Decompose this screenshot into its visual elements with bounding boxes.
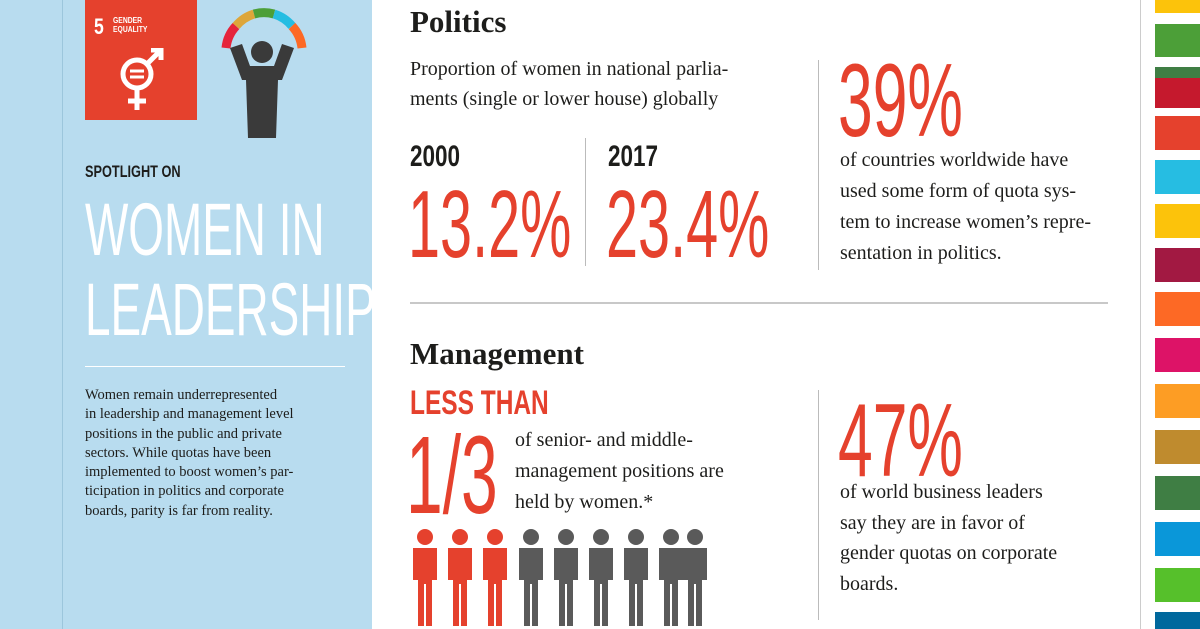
- person-icon: [624, 529, 648, 626]
- sidebar-body: Women remain underrepresented in leaders…: [85, 386, 294, 521]
- callout-value: 47%: [838, 383, 963, 499]
- section-divider: [410, 302, 1108, 304]
- description-line: Proportion of women in national parlia-: [410, 58, 729, 80]
- sdg-color-strip: [1155, 0, 1200, 629]
- text-line: of senior- and middle-: [515, 429, 693, 451]
- body-line: Women remain underrepresented: [85, 387, 278, 403]
- sdg-badge: 5 GENDER EQUALITY: [85, 0, 197, 120]
- person-icon: [554, 529, 578, 626]
- callout-value: 39%: [838, 43, 963, 159]
- callout-text: of world business leaders say they are i…: [840, 477, 1057, 599]
- badge-label-line: GENDER: [113, 16, 143, 25]
- qualifier: LESS THAN: [410, 384, 549, 422]
- title-line: WOMEN IN: [85, 188, 325, 271]
- callout-line: of world business leaders: [840, 481, 1043, 503]
- stat-value: 23.4%: [606, 171, 770, 278]
- description-line: ments (single or lower house) globally: [410, 88, 719, 110]
- callout-text: of countries worldwide have used some fo…: [840, 145, 1091, 269]
- section-heading: Politics: [410, 4, 507, 39]
- callout-divider: [818, 390, 819, 620]
- callout-line: gender quotas on corporate: [840, 542, 1058, 564]
- sdg-figure-icon: [221, 8, 307, 138]
- fraction: 1/3: [406, 414, 498, 537]
- sidebar-divider: [85, 366, 345, 367]
- management-text: of senior- and middle- management positi…: [515, 425, 724, 518]
- body-line: positions in the public and private: [85, 425, 282, 442]
- body-line: sectors. While quotas have been: [85, 444, 272, 461]
- person-icon: [659, 529, 683, 626]
- person-icon: [683, 529, 707, 626]
- text-line: management positions are: [515, 460, 724, 482]
- section-heading: Management: [410, 336, 584, 371]
- callout-line: boards.: [840, 572, 899, 595]
- person-icon: [483, 529, 507, 626]
- kicker: SPOTLIGHT ON: [85, 162, 181, 181]
- people-icons: [413, 529, 707, 626]
- gender-symbol: [120, 48, 164, 110]
- stat-divider: [585, 138, 586, 266]
- person-icon: [589, 529, 613, 626]
- callout-divider: [818, 60, 819, 270]
- person-icon: [519, 529, 543, 626]
- stat-year: 2017: [608, 140, 659, 173]
- person-icon: [413, 529, 437, 626]
- badge-label-line: EQUALITY: [113, 25, 148, 34]
- sidebar-title: WOMEN IN LEADERSHIP: [85, 190, 376, 350]
- strip-border: [1140, 0, 1141, 629]
- body-line: boards, parity is far from reality.: [85, 502, 273, 519]
- callout-line: used some form of quota sys-: [840, 180, 1077, 202]
- body-line: ticipation in politics and corporate: [85, 483, 284, 500]
- person-icon: [448, 529, 472, 626]
- callout-line: of countries worldwide have: [840, 149, 1069, 171]
- body-line: in leadership and management level: [85, 406, 294, 423]
- badge-number: 5: [94, 14, 104, 39]
- title-line: LEADERSHIP: [85, 268, 376, 351]
- callout-line: say they are in favor of: [840, 511, 1025, 534]
- stat-year: 2000: [410, 140, 461, 173]
- sidebar-rule: [62, 0, 63, 629]
- stat-value: 13.2%: [408, 171, 572, 278]
- politics-description: Proportion of women in national parlia- …: [410, 54, 728, 114]
- badge-label: GENDER EQUALITY: [113, 16, 147, 34]
- callout-line: sentation in politics.: [840, 242, 1002, 264]
- text-line: held by women.*: [515, 491, 654, 513]
- callout-line: tem to increase women’s repre-: [840, 211, 1092, 233]
- body-line: implemented to boost women’s par-: [85, 464, 294, 481]
